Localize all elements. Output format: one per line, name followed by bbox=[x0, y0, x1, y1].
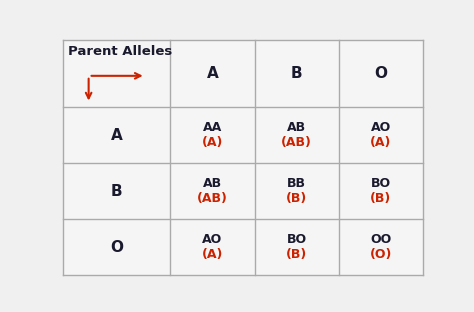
Bar bbox=[63, 107, 170, 163]
Text: B: B bbox=[111, 184, 122, 199]
Text: (AB): (AB) bbox=[281, 136, 312, 149]
Bar bbox=[170, 219, 255, 275]
Bar bbox=[339, 107, 423, 163]
Text: BB: BB bbox=[287, 177, 306, 190]
Bar bbox=[339, 40, 423, 107]
Text: (O): (O) bbox=[370, 248, 392, 261]
Bar bbox=[170, 107, 255, 163]
Bar bbox=[339, 163, 423, 219]
Text: (B): (B) bbox=[286, 192, 307, 205]
Text: (A): (A) bbox=[202, 248, 223, 261]
Text: AA: AA bbox=[203, 121, 222, 134]
Text: AO: AO bbox=[202, 233, 223, 246]
Bar bbox=[63, 219, 170, 275]
Bar bbox=[255, 219, 339, 275]
Text: AB: AB bbox=[203, 177, 222, 190]
Text: BO: BO bbox=[287, 233, 307, 246]
Text: AB: AB bbox=[287, 121, 306, 134]
Bar bbox=[170, 40, 255, 107]
Text: O: O bbox=[374, 66, 387, 81]
Bar bbox=[170, 163, 255, 219]
Text: AO: AO bbox=[371, 121, 391, 134]
Text: (AB): (AB) bbox=[197, 192, 228, 205]
Bar bbox=[339, 219, 423, 275]
Text: O: O bbox=[110, 240, 123, 255]
Bar bbox=[255, 107, 339, 163]
Text: B: B bbox=[291, 66, 302, 81]
Text: (A): (A) bbox=[202, 136, 223, 149]
Text: A: A bbox=[207, 66, 219, 81]
Bar bbox=[255, 163, 339, 219]
Bar bbox=[255, 40, 339, 107]
Text: Parent Alleles: Parent Alleles bbox=[68, 45, 173, 58]
Text: (A): (A) bbox=[370, 136, 392, 149]
Text: BO: BO bbox=[371, 177, 391, 190]
Bar bbox=[63, 40, 170, 107]
Text: (B): (B) bbox=[370, 192, 392, 205]
Text: A: A bbox=[111, 128, 123, 143]
Text: (B): (B) bbox=[286, 248, 307, 261]
Bar bbox=[63, 163, 170, 219]
Text: OO: OO bbox=[370, 233, 392, 246]
